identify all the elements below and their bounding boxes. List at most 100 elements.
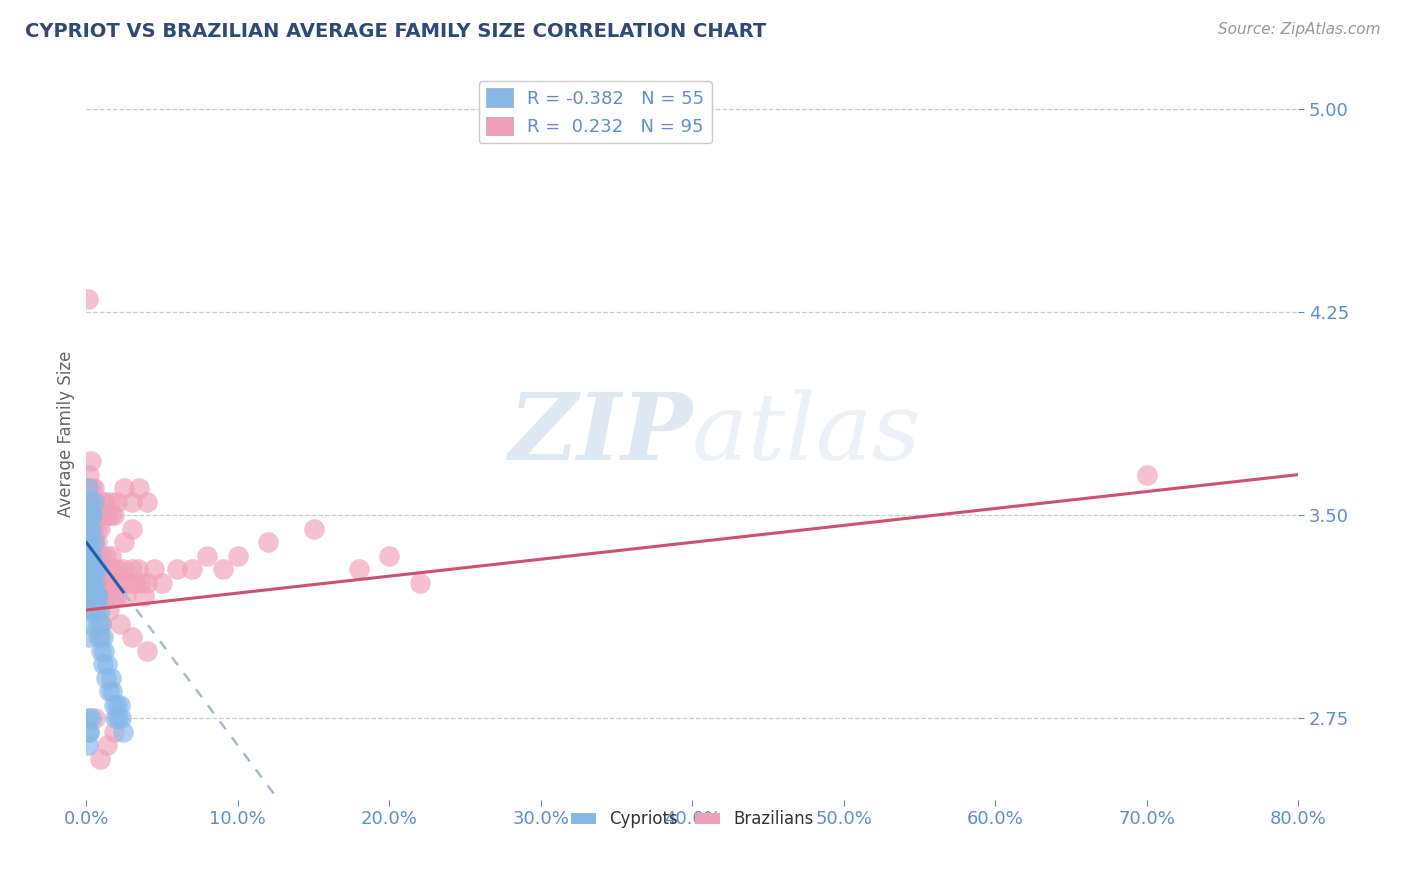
Point (98, 576, 121, 591)
Point (76, 535, 98, 549)
Point (76, 522, 98, 536)
Point (166, 562, 188, 576)
Point (93, 494, 115, 508)
Point (84, 590, 107, 604)
Point (80, 522, 103, 536)
Point (76, 549, 98, 563)
Point (80, 454, 103, 468)
Point (211, 562, 233, 576)
Point (105, 698, 128, 712)
Point (121, 562, 143, 576)
Point (114, 590, 136, 604)
Point (90, 508, 112, 523)
Point (90, 590, 112, 604)
Point (80, 711, 103, 725)
Point (101, 684, 124, 698)
Text: CYPRIOT VS BRAZILIAN AVERAGE FAMILY SIZE CORRELATION CHART: CYPRIOT VS BRAZILIAN AVERAGE FAMILY SIZE… (25, 22, 766, 41)
Point (90, 616, 112, 631)
Point (76, 616, 98, 631)
Point (93, 494, 115, 508)
Point (104, 576, 127, 591)
Point (105, 590, 128, 604)
Point (83, 590, 105, 604)
Point (76, 576, 98, 591)
Point (76, 481, 98, 495)
Point (93, 643, 115, 657)
Point (129, 576, 152, 591)
Point (94, 671, 117, 685)
Point (100, 508, 122, 523)
Point (121, 494, 143, 508)
Point (103, 508, 125, 523)
Point (86, 562, 108, 576)
Point (112, 535, 135, 549)
Point (86, 522, 108, 536)
Text: ZIP: ZIP (508, 389, 692, 479)
Point (98, 603, 121, 617)
Point (107, 711, 129, 725)
Point (87, 616, 110, 631)
Point (197, 549, 219, 563)
Point (112, 481, 135, 495)
Point (79, 630, 101, 644)
Point (124, 576, 146, 591)
Point (83, 481, 105, 495)
Point (132, 590, 155, 604)
Point (101, 562, 124, 576)
Point (90, 549, 112, 563)
Point (84, 549, 107, 563)
Point (378, 549, 401, 563)
Point (87, 562, 110, 576)
Point (76, 535, 98, 549)
Point (105, 494, 128, 508)
Point (93, 576, 115, 591)
Point (302, 522, 325, 536)
Point (87, 508, 110, 523)
Point (76, 603, 98, 617)
Point (135, 576, 157, 591)
Point (82, 508, 104, 523)
Point (83, 576, 105, 591)
Point (84, 603, 107, 617)
Point (103, 724, 125, 739)
Point (91, 657, 114, 672)
Point (127, 562, 149, 576)
Point (79, 535, 101, 549)
Point (80, 508, 103, 523)
Point (79, 508, 101, 523)
Point (80, 590, 103, 604)
Point (110, 711, 132, 725)
Point (121, 522, 143, 536)
Point (150, 576, 173, 591)
Point (87, 590, 110, 604)
Point (76, 590, 98, 604)
Point (98, 684, 121, 698)
Point (89, 630, 111, 644)
Point (108, 698, 131, 712)
Point (100, 549, 122, 563)
Point (90, 643, 112, 657)
Point (89, 752, 111, 766)
Point (77, 549, 100, 563)
Point (108, 616, 131, 631)
Point (257, 535, 280, 549)
Point (80, 494, 103, 508)
Legend: Cypriots, Brazilians: Cypriots, Brazilians (564, 804, 820, 835)
Point (91, 630, 114, 644)
Point (82, 576, 104, 591)
Point (79, 724, 101, 739)
Point (83, 522, 105, 536)
Point (76, 576, 98, 591)
Point (121, 630, 143, 644)
Point (79, 724, 101, 739)
Point (82, 508, 104, 523)
Point (83, 535, 105, 549)
Point (96, 590, 118, 604)
Point (84, 576, 107, 591)
Point (105, 562, 128, 576)
Point (91, 562, 114, 576)
Point (89, 522, 111, 536)
Point (100, 671, 122, 685)
Text: atlas: atlas (692, 389, 922, 479)
Point (96, 657, 118, 672)
